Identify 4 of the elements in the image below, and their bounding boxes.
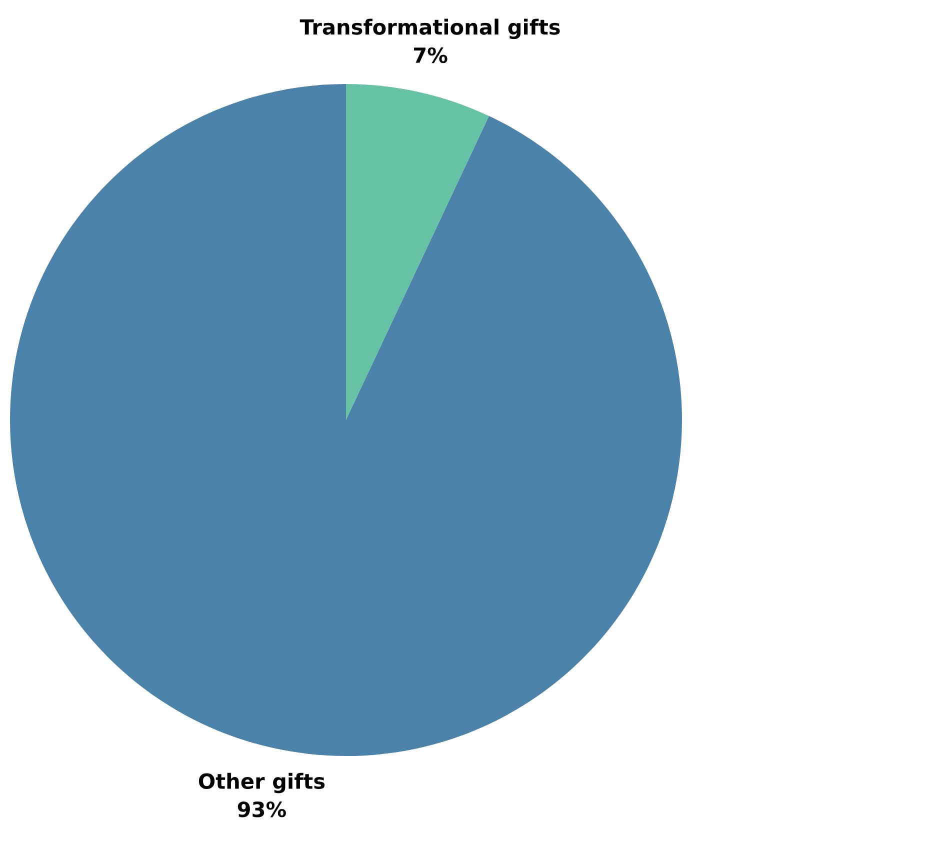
slice-label: Other gifts	[198, 772, 325, 794]
slice-label: Transformational gifts	[300, 18, 560, 40]
data-label: 93%	[238, 802, 286, 818]
data-label: 7%	[414, 47, 448, 64]
